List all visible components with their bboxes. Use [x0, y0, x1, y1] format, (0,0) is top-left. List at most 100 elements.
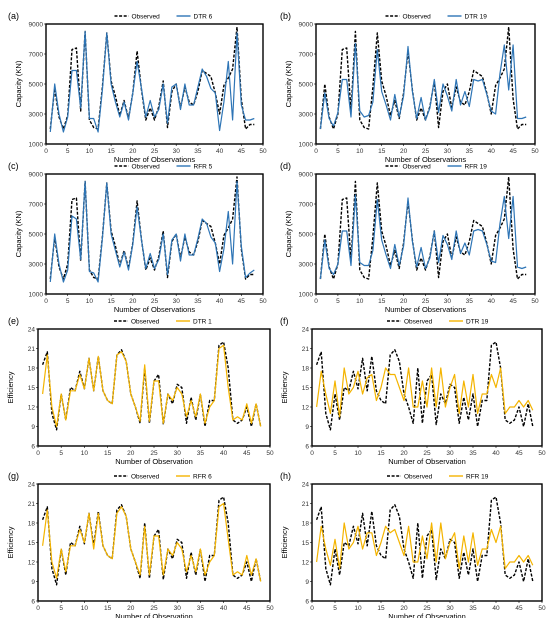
x-tick-label: 15: [104, 450, 112, 457]
series-line-rfr-5: [49, 180, 255, 283]
legend-label: Observed: [404, 319, 433, 326]
x-tick-label: 25: [423, 605, 431, 612]
y-tick-label: 24: [28, 482, 36, 489]
y-axis-label: Capacity (KN): [284, 210, 293, 257]
x-tick-label: 35: [469, 605, 477, 612]
legend-label: DTR 6: [194, 14, 213, 21]
x-tick-label: 35: [466, 298, 474, 305]
x-tick-label: 15: [107, 298, 115, 305]
x-tick-label: 20: [400, 605, 408, 612]
plot-frame: [311, 483, 543, 602]
x-tick-label: 45: [515, 450, 523, 457]
x-tick-label: 25: [422, 148, 430, 155]
y-tick-label: 12: [28, 405, 36, 412]
legend-label: DTR 1: [193, 319, 212, 326]
y-axis-label: Efficiency: [280, 526, 289, 558]
x-tick-label: 0: [310, 605, 314, 612]
plot-frame: [37, 328, 271, 447]
y-tick-label: 6: [305, 599, 309, 606]
chart-panel: (b) 1000 3000 5000 7000 9000 0 5 10 15 20 25 30 35 40 4…: [280, 11, 539, 164]
y-tick-label: 24: [302, 327, 310, 334]
series-line-observed: [319, 176, 527, 280]
y-tick-label: 24: [302, 482, 310, 489]
series-line-rfr-6: [42, 502, 262, 582]
x-tick-label: 5: [336, 148, 340, 155]
x-tick-label: 0: [314, 298, 318, 305]
x-tick-label: 5: [336, 298, 340, 305]
x-tick-label: 45: [509, 148, 517, 155]
legend-label: Observed: [403, 164, 432, 171]
y-tick-label: 7000: [29, 52, 44, 59]
series-line-observed: [49, 176, 255, 280]
panel-label: (c): [8, 161, 19, 171]
x-tick-label: 45: [243, 605, 251, 612]
x-tick-label: 30: [174, 450, 182, 457]
y-tick-label: 24: [28, 327, 36, 334]
x-tick-label: 35: [194, 148, 202, 155]
series-line-rfr-19: [319, 194, 527, 280]
x-tick-label: 40: [216, 298, 224, 305]
x-tick-label: 20: [129, 298, 137, 305]
x-tick-label: 10: [86, 298, 94, 305]
x-tick-label: 10: [354, 450, 362, 457]
x-tick-label: 20: [129, 148, 137, 155]
series-line-dtr-1: [42, 344, 262, 428]
x-tick-label: 50: [538, 605, 546, 612]
x-tick-label: 30: [174, 605, 182, 612]
x-tick-label: 50: [538, 450, 546, 457]
panel-label: (d): [280, 161, 291, 171]
x-tick-label: 50: [259, 148, 267, 155]
y-tick-label: 5000: [299, 232, 314, 239]
y-tick-label: 21: [302, 346, 310, 353]
y-tick-label: 1000: [29, 142, 44, 149]
chart-panel: (e) 6 9 12 15 18 21 24 0 5 10 15 20 25 30 35 40 45 50 Numbe…: [6, 316, 274, 466]
chart-panel: (c) 1000 3000 5000 7000 9000 0 5 10 15 20 25 30 35 40 4…: [8, 161, 267, 314]
plot-frame: [311, 328, 543, 447]
series-line-dtr-6: [49, 30, 255, 133]
x-tick-label: 45: [509, 298, 517, 305]
y-tick-label: 21: [28, 346, 36, 353]
y-tick-label: 15: [28, 540, 36, 547]
y-axis-label: Efficiency: [6, 526, 15, 558]
panel-label: (h): [280, 471, 291, 481]
x-tick-label: 5: [59, 605, 63, 612]
legend-label: Observed: [132, 164, 161, 171]
y-tick-label: 18: [302, 366, 310, 373]
y-tick-label: 9000: [29, 22, 44, 29]
y-tick-label: 7000: [299, 52, 314, 59]
x-tick-label: 50: [266, 450, 274, 457]
x-tick-label: 15: [378, 298, 386, 305]
y-tick-label: 9000: [29, 172, 44, 179]
x-tick-label: 15: [377, 605, 385, 612]
x-tick-label: 40: [220, 450, 228, 457]
panel-label: (a): [8, 11, 19, 21]
y-tick-label: 7000: [299, 202, 314, 209]
y-tick-label: 3000: [29, 262, 44, 269]
x-tick-label: 10: [81, 450, 89, 457]
x-tick-label: 10: [86, 148, 94, 155]
x-tick-label: 25: [423, 450, 431, 457]
y-tick-label: 18: [28, 521, 36, 528]
chart-panel: (g) 6 9 12 15 18 21 24 0 5 10 15 20 25 30 35 40 45 50 Numbe…: [6, 471, 274, 621]
x-tick-label: 40: [216, 148, 224, 155]
y-tick-label: 9: [305, 424, 309, 431]
legend-label: Observed: [131, 474, 160, 481]
y-tick-label: 5000: [29, 232, 44, 239]
y-tick-label: 9000: [299, 22, 314, 29]
x-tick-label: 15: [104, 605, 112, 612]
y-tick-label: 5000: [29, 82, 44, 89]
plot-frame: [37, 483, 271, 602]
x-tick-label: 5: [66, 148, 70, 155]
x-axis-label: Number of Observation: [388, 457, 466, 466]
x-tick-label: 35: [194, 298, 202, 305]
x-tick-label: 15: [378, 148, 386, 155]
series-line-observed: [319, 26, 527, 130]
y-tick-label: 9: [31, 424, 35, 431]
x-tick-label: 25: [151, 148, 159, 155]
legend-label: Observed: [131, 319, 160, 326]
x-tick-label: 0: [44, 298, 48, 305]
x-tick-label: 5: [333, 450, 337, 457]
x-axis-label: Number of Observations: [114, 155, 196, 164]
y-tick-label: 18: [28, 366, 36, 373]
